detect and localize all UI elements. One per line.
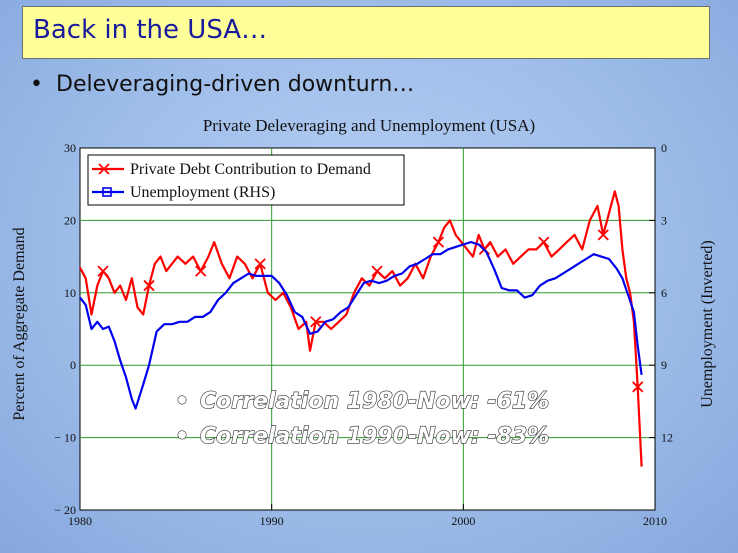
series-marker-x xyxy=(143,279,155,292)
legend-box xyxy=(87,154,405,206)
series-marker-x xyxy=(310,316,322,328)
series-marker-x xyxy=(254,258,266,270)
chart-title: Private Deleveraging and Unemployment (U… xyxy=(202,116,536,135)
series-marker-x xyxy=(432,236,445,248)
y-tick-label-right: 6 xyxy=(661,286,667,300)
annotation-text: Correlation 1980-Now: -61% xyxy=(200,389,549,414)
series-marker-x xyxy=(97,265,109,277)
y-tick-label-right: 3 xyxy=(661,213,667,227)
x-tick-label: 2010 xyxy=(643,514,667,528)
series-line-unemployment xyxy=(79,241,643,410)
y-tick-label-left: 10 xyxy=(64,286,76,300)
series-marker-x xyxy=(538,236,550,248)
marker-stroke xyxy=(310,316,322,328)
chart-annotations: • Correlation 1980-Now: -61% • Correlation … xyxy=(174,388,549,449)
marker-stroke xyxy=(97,265,109,277)
marker-stroke xyxy=(371,265,383,277)
slide-bullet: • Deleveraging-driven downturn… xyxy=(30,72,414,97)
marker-stroke xyxy=(254,258,266,270)
series-marker-x xyxy=(371,265,383,277)
bullet-text: Deleveraging-driven downturn… xyxy=(56,72,415,97)
series-marker-x xyxy=(195,265,207,277)
y-tick-label-right: 9 xyxy=(661,358,667,372)
y-tick-label-left: 0 xyxy=(70,358,76,372)
annotation-bullet: • xyxy=(175,424,189,449)
series-marker-x xyxy=(632,381,644,393)
plot-area xyxy=(79,147,656,511)
marker-stroke xyxy=(632,381,644,393)
marker-stroke xyxy=(432,236,445,248)
y-tick-label-left: − 10 xyxy=(54,431,76,445)
slide-title-bar: Back in the USA… xyxy=(22,6,710,59)
annotation-bullet: • xyxy=(175,389,189,414)
legend-label: Unemployment (RHS) xyxy=(130,184,275,201)
marker-stroke xyxy=(143,279,155,292)
marker-stroke xyxy=(195,265,207,277)
chart-grid xyxy=(80,148,655,510)
x-tick-label: 1990 xyxy=(260,514,284,528)
plot-background xyxy=(79,147,656,511)
series-layer xyxy=(79,190,644,467)
legend-marker-square xyxy=(102,187,112,197)
y-tick-label-left: − 20 xyxy=(54,503,76,517)
legend-marker-x xyxy=(98,163,110,175)
x-tick-label: 1980 xyxy=(68,514,92,528)
y-tick-label-right: 0 xyxy=(661,141,667,155)
annotation-text: Correlation 1990-Now: -83% xyxy=(200,424,549,449)
x-tick-label: 2000 xyxy=(451,514,475,528)
y-tick-label-left: 20 xyxy=(64,213,76,227)
marker-stroke xyxy=(597,229,609,241)
chart-legend: Private Debt Contribution to Demand Unemp… xyxy=(87,154,405,206)
legend-label: Private Debt Contribution to Demand xyxy=(130,161,371,178)
y-tick-label-left: 30 xyxy=(64,141,76,155)
marker-stroke xyxy=(538,236,550,248)
y-tick-label-right: 12 xyxy=(661,431,673,445)
series-marker-x xyxy=(597,229,609,241)
bullet-icon: • xyxy=(30,72,43,97)
slide-title: Back in the USA… xyxy=(33,15,268,45)
